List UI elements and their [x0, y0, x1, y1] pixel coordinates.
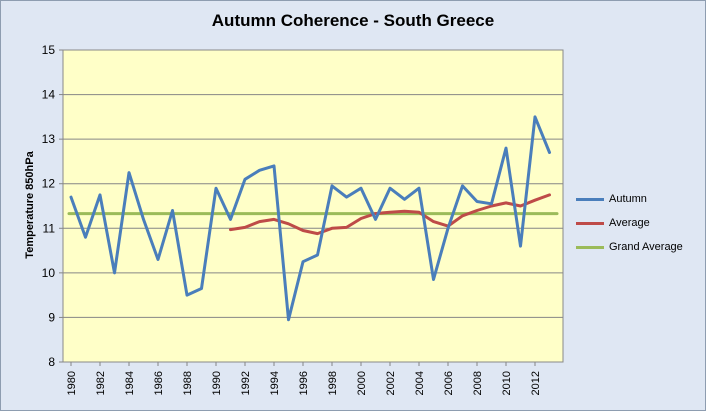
y-tick-label: 10	[42, 266, 56, 280]
x-tick-label: 1996	[298, 371, 310, 395]
x-tick-label: 2002	[385, 371, 397, 395]
series-line-autumn	[69, 115, 551, 322]
x-tick-label: 1994	[269, 371, 281, 395]
y-tick-label: 15	[42, 43, 56, 57]
x-axis-ticks: 1980 1982 1984 1986 1988 1990 1992 1994 1996 1998…	[66, 362, 542, 395]
chart-title: Autumn Coherence - South Greece	[211, 11, 495, 30]
legend-label-average: Average	[609, 217, 650, 229]
y-tick-label: 8	[48, 355, 55, 369]
x-tick-label: 1992	[240, 371, 252, 395]
legend-item-average: Average	[576, 211, 683, 235]
x-tick-label: 1980	[66, 371, 78, 395]
x-tick-label: 2008	[472, 371, 484, 395]
x-tick-label: 1990	[211, 371, 223, 395]
plot-area	[62, 49, 564, 363]
gridlines	[63, 94, 563, 318]
y-axis-label: Temperature 850hPa	[24, 151, 36, 259]
x-tick-label: 1986	[153, 371, 165, 395]
y-tick-label: 11	[43, 221, 56, 235]
legend: Autumn Average Grand Average	[576, 187, 683, 259]
y-axis-ticks: 8 9 10 11 12 13 14 15	[42, 43, 63, 369]
series-lines	[67, 115, 559, 322]
y-tick-label: 9	[48, 310, 55, 324]
x-tick-label: 2000	[356, 371, 368, 395]
y-tick-label: 12	[42, 177, 56, 191]
y-tick-label: 14	[42, 88, 56, 102]
legend-label-grand-average: Grand Average	[609, 241, 683, 253]
x-tick-label: 2010	[501, 371, 513, 395]
legend-item-autumn: Autumn	[576, 187, 683, 211]
legend-label-autumn: Autumn	[609, 193, 647, 205]
x-tick-label: 1998	[327, 371, 339, 395]
legend-swatch-autumn	[576, 197, 604, 201]
x-tick-label: 2006	[443, 371, 455, 395]
series-line-average	[229, 193, 551, 236]
x-tick-label: 1982	[95, 371, 107, 395]
x-tick-label: 1984	[124, 371, 136, 395]
x-tick-label: 2012	[530, 371, 542, 395]
legend-swatch-grand-average	[576, 245, 604, 249]
x-tick-label: 1988	[182, 371, 194, 395]
legend-swatch-average	[576, 221, 604, 225]
x-tick-label: 2004	[414, 371, 426, 395]
y-tick-label: 13	[42, 132, 56, 146]
legend-item-grand-average: Grand Average	[576, 235, 683, 259]
